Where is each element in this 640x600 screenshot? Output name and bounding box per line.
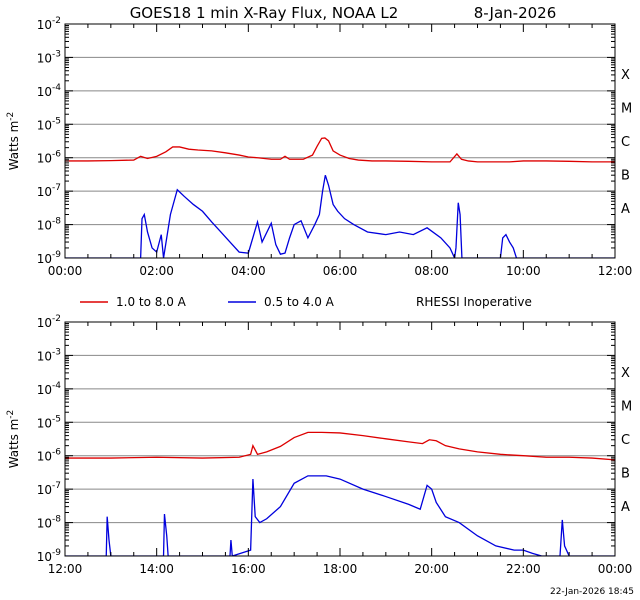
y-tick-label: 10-2 (37, 16, 61, 32)
y-tick-label: 10-6 (37, 150, 62, 166)
y-tick-label: 10-5 (37, 414, 61, 430)
flare-class-label: B (621, 168, 630, 183)
flare-class-label: X (621, 68, 630, 83)
x-tick-label: 22:00 (506, 562, 541, 576)
y-tick-label: 10-5 (37, 116, 61, 132)
x-tick-label: 10:00 (506, 264, 541, 278)
series-long-line (65, 431, 615, 461)
y-tick-label: 10-7 (37, 481, 61, 497)
y-axis-label: Watts m-2 (6, 112, 21, 171)
y-tick-label: 10-4 (37, 381, 62, 397)
y-tick-label: 10-3 (37, 347, 61, 363)
x-tick-label: 00:00 (48, 264, 83, 278)
footer-timestamp: 22-Jan-2026 18:45 (550, 587, 634, 597)
flare-class-label: M (621, 102, 632, 117)
x-tick-label: 20:00 (414, 562, 449, 576)
x-tick-label: 04:00 (231, 264, 266, 278)
x-tick-label: 02:00 (139, 264, 174, 278)
y-tick-label: 10-4 (37, 83, 62, 99)
series-short-line (65, 475, 615, 556)
y-tick-label: 10-7 (37, 183, 61, 199)
x-tick-label: 18:00 (323, 562, 358, 576)
flare-class-label: C (621, 135, 630, 150)
y-tick-label: 10-8 (37, 217, 62, 233)
plot-frame (64, 321, 616, 557)
flare-class-label: C (621, 433, 630, 448)
y-tick-label: 10-3 (37, 49, 61, 65)
series-long-line (65, 137, 615, 163)
flare-class-label: M (621, 400, 632, 415)
x-tick-label: 08:00 (414, 264, 449, 278)
x-tick-label: 16:00 (231, 562, 266, 576)
series-short-line (65, 174, 615, 258)
flare-class-label: X (621, 366, 630, 381)
legend-note: RHESSI Inoperative (416, 295, 532, 309)
x-tick-label: 14:00 (139, 562, 174, 576)
y-axis-label: Watts m-2 (6, 410, 21, 469)
flare-class-label: A (621, 202, 630, 217)
legend-short-label: 0.5 to 4.0 A (264, 295, 335, 309)
chart-date: 8-Jan-2026 (474, 4, 557, 22)
x-tick-label: 00:00 (598, 562, 633, 576)
y-tick-label: 10-6 (37, 448, 62, 464)
legend-long-label: 1.0 to 8.0 A (116, 295, 187, 309)
chart-title: GOES18 1 min X-Ray Flux, NOAA L2 (130, 4, 399, 22)
x-tick-label: 06:00 (323, 264, 358, 278)
legend: 1.0 to 8.0 A 0.5 to 4.0 A RHESSI Inopera… (80, 295, 532, 309)
y-tick-label: 10-2 (37, 314, 61, 330)
flare-class-label: B (621, 466, 630, 481)
plot-frame (64, 23, 616, 259)
x-tick-label: 12:00 (598, 264, 633, 278)
y-tick-label: 10-8 (37, 515, 62, 531)
flare-class-label: A (621, 500, 630, 515)
x-tick-label: 12:00 (48, 562, 83, 576)
